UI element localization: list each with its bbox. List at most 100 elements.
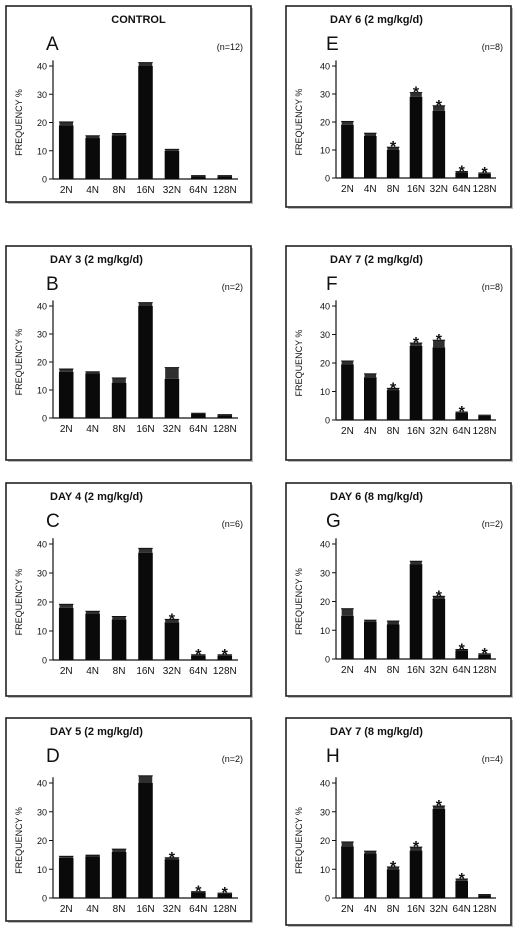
y-tick-label: 30 <box>37 330 47 340</box>
sample-size-label: (n=8) <box>482 42 503 52</box>
error-bar <box>410 561 422 565</box>
y-tick-label: 40 <box>37 62 47 72</box>
x-tick-label: 128N <box>473 426 497 437</box>
bar-32n <box>432 110 446 178</box>
panel-b: DAY 3 (2 mg/kg/d) B (n=2) 0 10 20 30 40 FREQUENC… <box>5 245 253 462</box>
sample-size-label: (n=2) <box>222 282 243 292</box>
y-axis-label: FREQUENCY % <box>294 807 304 874</box>
bar-128n <box>217 655 233 660</box>
bar-8n <box>386 869 400 898</box>
panel-letter: G <box>326 511 341 532</box>
x-tick-label: 8N <box>113 904 126 915</box>
x-tick-label: 128N <box>213 904 237 915</box>
significance-star: * <box>481 165 488 182</box>
significance-star: * <box>436 798 443 815</box>
error-bar <box>410 92 422 97</box>
significance-star: * <box>459 404 466 421</box>
x-tick-label: 64N <box>189 666 207 677</box>
y-tick-label: 0 <box>325 894 330 904</box>
x-tick-label: 2N <box>60 185 73 196</box>
y-tick-label: 20 <box>320 836 330 846</box>
significance-star: * <box>390 139 397 156</box>
bar-128n <box>217 415 233 418</box>
bar-32n <box>164 150 180 179</box>
y-tick-label: 30 <box>320 90 330 100</box>
bar-128n <box>478 415 491 420</box>
y-tick-label: 30 <box>37 807 47 817</box>
bar-128n <box>478 895 491 898</box>
bar-128n <box>217 176 233 179</box>
panel-title: CONTROL <box>111 14 166 26</box>
y-tick-label: 10 <box>320 626 330 636</box>
y-tick-label: 0 <box>42 414 47 424</box>
y-tick-label: 40 <box>320 302 330 312</box>
bar-64n <box>191 892 206 898</box>
y-tick-label: 40 <box>320 779 330 789</box>
x-tick-label: 128N <box>213 666 237 677</box>
bar-32n <box>432 347 446 420</box>
panel-a: CONTROL A (n=12) 0 10 20 30 40 FREQUENCY % 2N 4N 8N… <box>5 5 253 204</box>
x-tick-label: 8N <box>387 665 400 676</box>
sample-size-label: (n=2) <box>482 519 503 529</box>
bar-8n <box>111 135 127 179</box>
x-tick-label: 4N <box>364 184 377 195</box>
error-bar <box>112 133 126 136</box>
panel-title: DAY 3 (2 mg/kg/d) <box>50 254 143 266</box>
x-tick-label: 8N <box>387 904 400 915</box>
x-tick-label: 64N <box>189 185 207 196</box>
bar-4n <box>85 613 100 660</box>
error-bar <box>138 302 153 306</box>
bar-64n <box>455 172 468 178</box>
error-bar <box>364 851 377 854</box>
y-axis-label: FREQUENCY % <box>294 330 304 397</box>
error-bar <box>364 620 377 622</box>
bar-64n <box>191 176 206 179</box>
bar-128n <box>478 654 491 659</box>
error-bar <box>433 340 445 348</box>
bar-8n <box>111 852 127 898</box>
x-tick-label: 8N <box>113 424 126 435</box>
bar-32n <box>164 859 180 898</box>
x-tick-label: 64N <box>189 424 207 435</box>
x-tick-label: 32N <box>163 424 181 435</box>
panel-g: DAY 6 (8 mg/kg/d) G (n=2) 0 10 20 30 40 FREQUENC… <box>285 482 513 698</box>
x-tick-label: 2N <box>341 184 354 195</box>
bar-4n <box>364 136 377 178</box>
panel-letter: D <box>46 746 60 767</box>
significance-star: * <box>436 332 443 349</box>
bar-32n <box>432 808 446 898</box>
panel-letter: A <box>46 34 59 55</box>
x-tick-label: 128N <box>213 185 237 196</box>
y-axis-label: FREQUENCY % <box>14 89 24 156</box>
bar-4n <box>364 377 377 420</box>
x-tick-label: 32N <box>430 665 448 676</box>
bar-8n <box>111 619 127 660</box>
y-tick-label: 10 <box>37 865 47 875</box>
y-tick-label: 20 <box>320 359 330 369</box>
bar-2n <box>58 857 74 898</box>
x-tick-label: 16N <box>136 666 154 677</box>
y-tick-label: 20 <box>37 598 47 608</box>
y-tick-label: 20 <box>37 836 47 846</box>
bar-32n <box>164 622 180 660</box>
x-tick-label: 2N <box>60 904 73 915</box>
bar-8n <box>111 383 127 418</box>
x-tick-label: 16N <box>407 426 425 437</box>
error-bar <box>455 879 468 881</box>
y-tick-label: 10 <box>37 386 47 396</box>
error-bar <box>85 371 100 374</box>
y-tick-label: 0 <box>325 174 330 184</box>
error-bar <box>387 147 399 150</box>
x-tick-label: 2N <box>341 904 354 915</box>
x-tick-label: 32N <box>163 904 181 915</box>
error-bar <box>364 133 377 136</box>
error-bar <box>85 855 100 857</box>
bar-16n <box>138 306 153 418</box>
panel-h: DAY 7 (8 mg/kg/d) H (n=4) 0 10 20 30 40 FREQUENC… <box>285 717 513 927</box>
error-bar <box>387 621 399 625</box>
y-tick-label: 0 <box>325 416 330 426</box>
y-tick-label: 20 <box>320 597 330 607</box>
significance-star: * <box>195 884 202 901</box>
x-tick-label: 128N <box>473 184 497 195</box>
significance-star: * <box>195 647 202 664</box>
